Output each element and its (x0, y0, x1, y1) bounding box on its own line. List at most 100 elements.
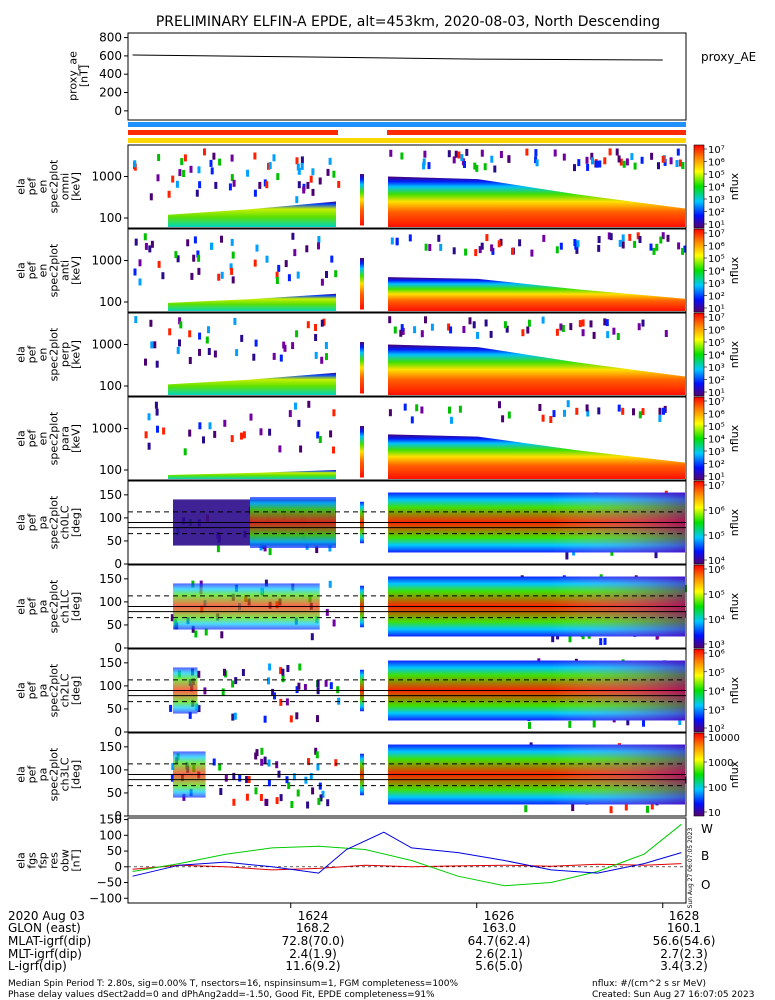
heatmap-cell (213, 350, 217, 358)
heatmap-cell (317, 797, 321, 805)
heatmap-cell (315, 751, 319, 759)
heatmap-cell (275, 277, 279, 284)
heatmap-cell (326, 168, 330, 176)
heatmap-cell (666, 234, 670, 242)
heatmap-cell (638, 236, 642, 243)
heatmap-cell (683, 245, 687, 253)
heatmap-cell (480, 149, 484, 157)
colorbar-tick-label: 10 (708, 808, 721, 819)
heatmap-cell (295, 712, 299, 720)
y-axis-label: [keV] (70, 340, 83, 369)
heatmap-cell (259, 794, 263, 801)
heatmap-cell (581, 329, 585, 337)
heatmap-cell (170, 774, 174, 782)
heatmap-cell (649, 243, 653, 251)
heatmap-cell (420, 330, 424, 338)
heatmap-cell (655, 243, 659, 251)
y-tick-label: 100 (99, 211, 122, 225)
y-axis-label: obw (59, 849, 72, 872)
heatmap-cell (156, 174, 160, 182)
heatmap-cell (305, 245, 309, 253)
chart-title: PRELIMINARY ELFIN-A EPDE, alt=453km, 202… (156, 14, 660, 30)
heatmap-cell (633, 240, 637, 248)
colorbar-label: nflux (728, 172, 741, 200)
panel-pef_en_spec2plot_para: 1000100elapefenspec2plotpara[keV]10⁷10⁶1… (15, 396, 741, 483)
heatmap-cell (480, 242, 484, 250)
heatmap-cell (575, 246, 579, 254)
heatmap-cell (297, 181, 301, 189)
heatmap-cell (254, 339, 258, 347)
heatmap-cell (606, 331, 610, 339)
heatmap-cell (388, 316, 392, 324)
heatmap-cell (279, 667, 283, 675)
heatmap-cell (662, 407, 665, 415)
heatmap-cell (503, 321, 507, 329)
heatmap-cell (476, 331, 479, 339)
heatmap-cell (525, 148, 529, 156)
row-value: 168.2 (296, 921, 330, 935)
colorbar-tick-label: 10⁵ (708, 254, 725, 265)
heatmap-cell (218, 158, 222, 166)
colorbar (693, 648, 705, 733)
heatmap-cell (183, 448, 187, 456)
y-axis-label: en (37, 432, 50, 446)
heatmap-cell (586, 163, 590, 171)
heatmap-cell (617, 404, 621, 412)
heatmap-cell (311, 168, 315, 176)
heatmap-cell (148, 245, 152, 253)
y-axis-label: ch3LC (59, 757, 72, 791)
heatmap-cell (198, 422, 202, 430)
heatmap-cell (291, 342, 295, 350)
heatmap-cell (176, 255, 180, 263)
heatmap-cell (578, 320, 582, 328)
heatmap-cell (452, 156, 456, 164)
y-axis-label: ch2LC (59, 673, 72, 707)
heatmap-cell (196, 250, 200, 258)
heatmap-cell (193, 236, 197, 244)
heatmap-cell (621, 234, 625, 242)
y-axis-label: [keV] (70, 256, 83, 285)
panel-frame (127, 564, 687, 649)
legend-label: W (701, 822, 713, 836)
colorbar-tick-label: 10⁵ (708, 668, 725, 679)
heatmap-cell (388, 409, 392, 417)
heatmap-cell (571, 804, 575, 812)
heatmap-cell (147, 442, 151, 450)
heatmap-cell (263, 756, 267, 764)
heatmap-cell (332, 446, 335, 454)
heatmap-cell (541, 316, 545, 324)
heatmap-cell (194, 630, 198, 638)
y-tick-label: 600 (99, 49, 122, 63)
panel-frame (127, 312, 687, 397)
y-axis-label: [keV] (70, 172, 83, 201)
colorbar (693, 480, 705, 565)
heatmap-cell (603, 318, 607, 326)
heatmap-cell (276, 173, 280, 181)
y-tick-label: 100 (99, 463, 122, 477)
colorbar (693, 144, 705, 229)
colorbar-tick-label: 10⁵ (708, 338, 725, 349)
y-axis-label: [nT] (78, 65, 91, 87)
y-tick-label: 0 (114, 557, 122, 571)
heatmap-cell (253, 259, 257, 267)
heatmap-cell (326, 799, 330, 807)
heatmap-cell (157, 260, 161, 268)
heatmap-cell (663, 405, 667, 413)
y-axis-label: pef (26, 261, 39, 280)
y-axis-label: anti (59, 260, 72, 281)
heatmap-cell (585, 156, 589, 164)
heatmap-cell (167, 190, 171, 198)
heatmap-cell (565, 552, 569, 560)
x-tick-label: 1624 (298, 909, 329, 923)
heatmap-cell (538, 404, 542, 411)
colorbar-tick-label: 10⁷ (708, 229, 725, 240)
heatmap-cell (607, 232, 611, 240)
heatmap-cell (233, 317, 237, 325)
heatmap-cell (212, 758, 216, 766)
y-axis-label: ela (15, 852, 28, 869)
heatmap-cell (559, 242, 563, 250)
heatmap-cell (483, 163, 487, 171)
heatmap-cell (400, 152, 404, 160)
heatmap-cell (410, 416, 414, 424)
